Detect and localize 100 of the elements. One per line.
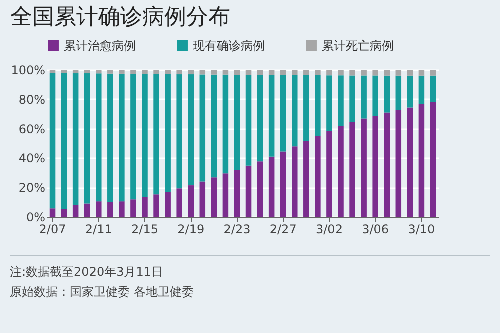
bar [72, 205, 79, 217]
bar [142, 197, 148, 217]
text: 注:数据截至2020年3月11日 [10, 264, 164, 281]
bar [304, 75, 310, 142]
bar [326, 76, 332, 132]
bar [384, 112, 390, 217]
bar [130, 200, 136, 217]
bar [142, 74, 148, 198]
bar [384, 70, 390, 76]
y-tick-label: 60% [18, 122, 46, 136]
bar [188, 186, 194, 217]
x-tick-label: 3/06 [362, 222, 390, 236]
bar [108, 70, 114, 74]
bar [292, 70, 298, 76]
bar [268, 70, 275, 76]
legend-label: 累计死亡病例 [322, 38, 394, 53]
y-tick-label: 20% [18, 181, 46, 196]
x-tick-label: 2/19 [178, 222, 205, 236]
bar [234, 70, 240, 75]
bar [257, 162, 264, 217]
bar [304, 70, 310, 76]
legend-label: 累计治愈病例 [64, 38, 136, 53]
bar [350, 76, 356, 122]
bar [165, 70, 171, 74]
bar [372, 116, 378, 217]
bar [50, 208, 56, 217]
bar [72, 70, 79, 74]
bar [326, 70, 332, 76]
bar [407, 70, 414, 76]
bar [165, 74, 171, 192]
bar [154, 194, 160, 217]
bar [338, 76, 344, 126]
x-tick-label: 2/15 [132, 222, 158, 236]
bar [292, 146, 298, 217]
x-tick-label: 3/10 [408, 222, 436, 236]
bar [315, 70, 321, 76]
bar [222, 70, 229, 75]
x-tick-label: 2/07 [39, 222, 66, 236]
bar [384, 76, 390, 113]
legend-label: 现有确诊病例 [193, 38, 265, 53]
y-tick-label: 80% [18, 92, 46, 107]
x-tick-label: 2/23 [224, 222, 251, 236]
bar [130, 74, 136, 200]
bar [350, 70, 356, 76]
bar [338, 126, 344, 217]
bar [246, 75, 252, 166]
bar [257, 75, 264, 162]
bar [430, 76, 436, 102]
bar [176, 74, 182, 189]
bar [361, 70, 367, 76]
bar [418, 70, 425, 76]
bar [268, 156, 275, 217]
x-tick-label: 3/02 [316, 222, 343, 236]
bar [222, 74, 229, 174]
bar [119, 70, 125, 74]
text: 原始数据：国家卫健委 各地卫健委 [10, 284, 195, 301]
bar [188, 70, 194, 75]
bar [234, 170, 240, 217]
bar [315, 75, 321, 136]
bar [96, 202, 102, 217]
bar [407, 108, 414, 217]
bar [188, 74, 194, 186]
bar [396, 70, 402, 76]
x-tick-label: 2/27 [270, 222, 297, 236]
bar [154, 70, 160, 74]
bar [246, 166, 252, 217]
bar [211, 70, 218, 75]
bar [108, 202, 114, 217]
y-tick-label: 100% [11, 64, 46, 78]
bar [350, 122, 356, 217]
bar [108, 74, 114, 202]
bar [246, 70, 252, 75]
bar [84, 204, 90, 217]
bar [396, 110, 402, 217]
bar [430, 70, 436, 76]
bar [257, 70, 264, 76]
bar [200, 70, 206, 75]
bar [280, 70, 286, 76]
y-tick-label: 40% [18, 152, 46, 166]
bar [165, 192, 171, 217]
bar [430, 102, 436, 217]
bar [407, 76, 414, 108]
y-tick-label: 0% [26, 210, 46, 224]
bar [84, 70, 90, 74]
bar [61, 73, 68, 210]
bar [211, 74, 218, 178]
bar [119, 74, 125, 202]
bar [200, 182, 206, 217]
bar [176, 70, 182, 75]
bar [222, 174, 229, 217]
bar [176, 188, 182, 217]
bar [396, 76, 402, 110]
bar [361, 76, 367, 119]
bar [418, 104, 425, 217]
chart-title: 全国累计确诊病例分布 [10, 5, 231, 30]
bar [119, 202, 125, 217]
bar [418, 76, 425, 104]
bar [315, 136, 321, 217]
x-tick-label: 2/11 [85, 222, 112, 236]
bar [96, 74, 102, 202]
